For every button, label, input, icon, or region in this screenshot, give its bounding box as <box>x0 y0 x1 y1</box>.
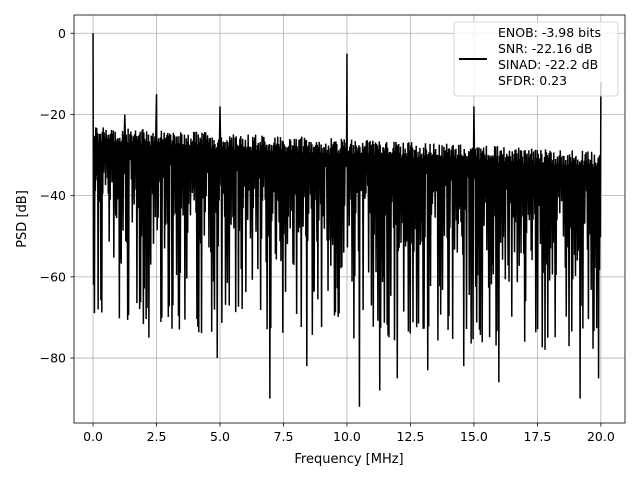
legend-entry: SINAD: -22.2 dB <box>498 57 598 72</box>
y-tick-label: −40 <box>40 188 66 203</box>
x-axis-label: Frequency [MHz] <box>294 452 403 467</box>
series-layer <box>92 33 602 407</box>
y-tick-label: 0 <box>58 26 66 41</box>
y-tick-label: −60 <box>40 269 66 284</box>
x-tick-label: 0.0 <box>83 429 103 444</box>
y-axis-label: PSD [dB] <box>15 190 30 248</box>
x-tick-label: 20.0 <box>587 429 615 444</box>
legend-entry: ENOB: -3.98 bits <box>498 25 601 40</box>
legend-entry: SNR: -22.16 dB <box>498 41 593 56</box>
axes-layer: 0.0 2.5 5.0 7.5 10.0 12.5 15.0 17.5 20.0 0 −20 −40 −… <box>40 14 626 444</box>
x-tick-label: 5.0 <box>210 429 230 444</box>
x-tick-label: 12.5 <box>397 429 425 444</box>
x-tick-label: 15.0 <box>460 429 488 444</box>
plot-frame <box>73 14 626 424</box>
legend-entry: SFDR: 0.23 <box>498 73 567 88</box>
y-tick-label: −80 <box>40 351 66 366</box>
psd-series-line <box>92 33 602 407</box>
x-tick-label: 10.0 <box>333 429 361 444</box>
legend-box <box>453 21 619 97</box>
y-tick-label: −20 <box>40 107 66 122</box>
x-tick-label: 17.5 <box>523 429 551 444</box>
x-tick-label: 7.5 <box>274 429 294 444</box>
x-tick-label: 2.5 <box>147 429 167 444</box>
